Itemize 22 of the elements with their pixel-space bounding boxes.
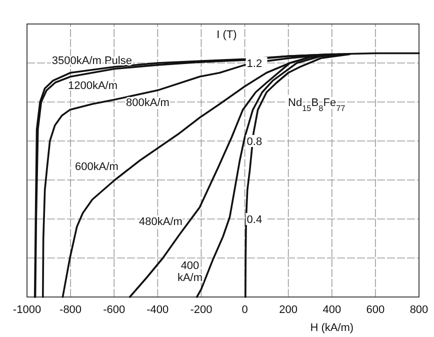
y-tick-label: 0.8	[246, 136, 262, 148]
x-tick-label: 400	[322, 304, 342, 316]
x-tick-label: 200	[279, 304, 298, 316]
x-tick-label: 0	[242, 304, 248, 316]
x-tick-label: -800	[60, 304, 82, 316]
x-tick-label: 800	[410, 304, 428, 316]
x-tick-label: -400	[146, 304, 169, 316]
x-tick-label: -600	[103, 304, 126, 316]
series-label: 480kA/m	[139, 216, 182, 228]
y-tick-label: 0.4	[246, 214, 262, 226]
x-tick-label: -200	[190, 304, 212, 316]
series-label: 3500kA/m Pulse	[52, 55, 132, 67]
series-label: 600kA/m	[75, 161, 118, 173]
y-axis-title: I (T)	[216, 29, 237, 41]
series-label: 800kA/m	[126, 97, 170, 109]
x-tick-label: -1000	[12, 304, 42, 316]
y-tick-label: 1.2	[246, 58, 262, 70]
x-tick-label: 600	[366, 304, 385, 316]
annotation: Nd$_{15}$B$_{8}$Fe$_{77}$	[288, 97, 346, 112]
series-label: 1200kA/m	[68, 80, 118, 92]
x-axis-title: H (kA/m)	[310, 322, 354, 334]
series-label: 400 kA/m	[177, 260, 203, 284]
